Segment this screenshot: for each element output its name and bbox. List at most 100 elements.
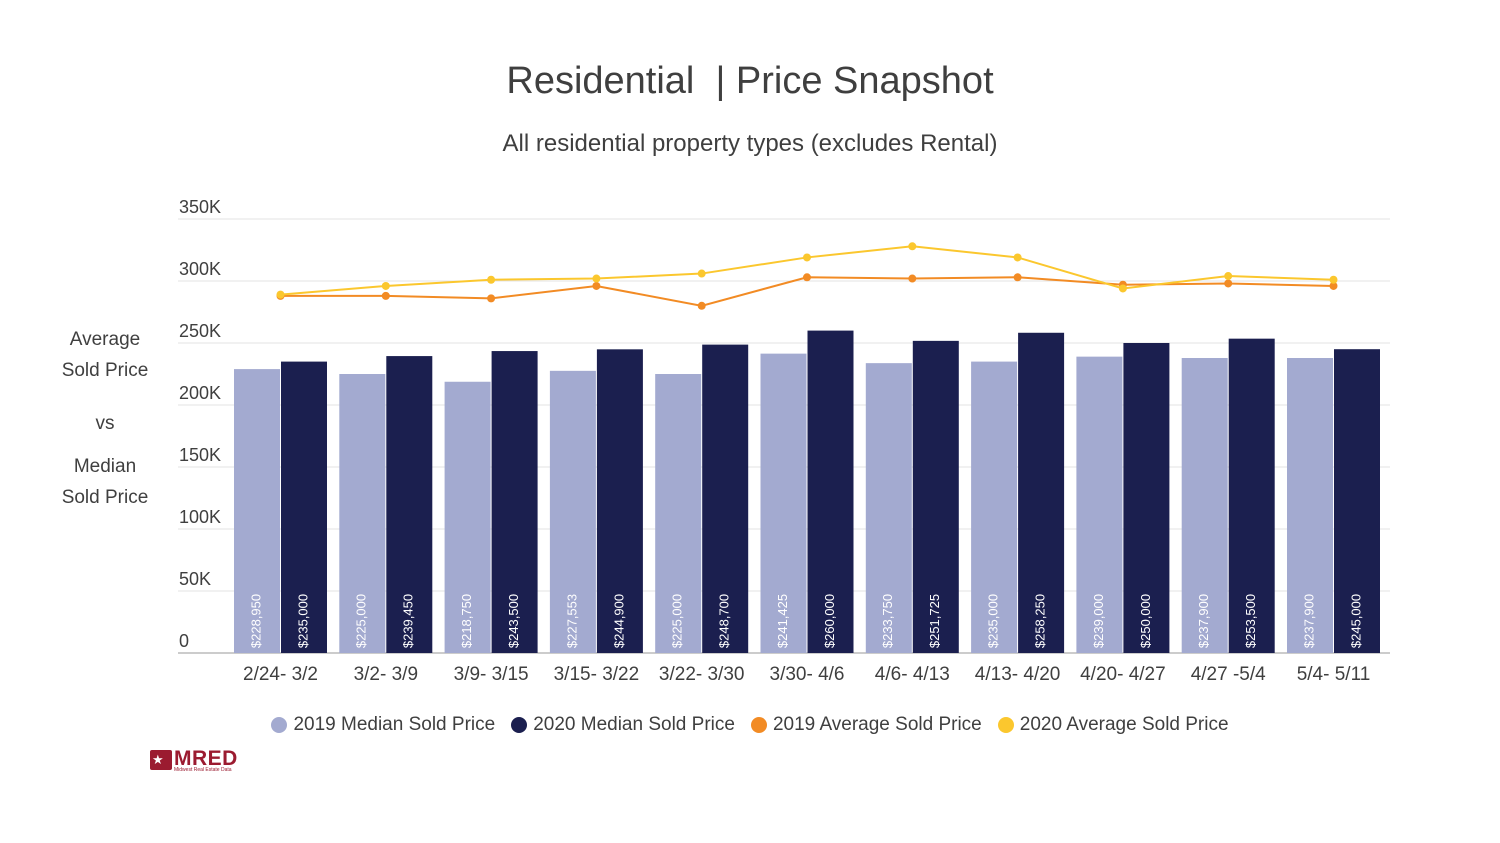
series-point <box>381 281 390 290</box>
bar <box>702 344 749 653</box>
legend-swatch <box>997 717 1014 733</box>
bar <box>1287 358 1333 653</box>
series-point <box>1118 284 1127 293</box>
bar <box>386 356 433 653</box>
chart-title: Residential | Price Snapshot <box>506 60 994 102</box>
series-point <box>592 274 601 283</box>
bar-data-label: $244,900 <box>611 594 626 648</box>
average-lines <box>276 242 1338 310</box>
x-tick-label: 4/6- 4/13 <box>875 664 950 685</box>
side-label-average: Average <box>69 329 141 350</box>
bar-data-label: $253,500 <box>1243 594 1258 648</box>
y-tick-label: 100K <box>179 507 221 527</box>
bar-data-label: $225,000 <box>354 594 369 648</box>
series-point <box>803 273 811 282</box>
bar-data-label: $218,750 <box>459 594 474 648</box>
series-point <box>487 294 496 303</box>
bar-data-label: $237,900 <box>1196 594 1211 648</box>
side-label-sold-price-1: Sold Price <box>61 360 149 381</box>
legend-swatch <box>511 717 528 733</box>
bar-data-label: $258,250 <box>1033 594 1048 648</box>
series-point <box>487 275 496 284</box>
logo-subtext: Midwest Real Estate Data <box>174 767 232 773</box>
bar-data-label: $233,750 <box>880 594 895 648</box>
bar <box>1228 338 1275 653</box>
legend-label: 2019 Median Sold Price <box>293 714 496 735</box>
bar-data-label: $250,000 <box>1138 594 1153 648</box>
bar <box>971 361 1018 653</box>
x-tick-label: 3/15- 3/22 <box>554 664 640 685</box>
mred-logo: ★ MRED Midwest Real Estate Data <box>150 747 250 774</box>
bar <box>1334 349 1380 653</box>
bar <box>807 330 854 653</box>
side-label-median: Median <box>73 456 137 477</box>
series-point <box>908 242 917 251</box>
bar <box>596 349 643 653</box>
y-tick-label: 150K <box>179 445 221 465</box>
series-point <box>1224 272 1233 281</box>
bar <box>1181 358 1228 653</box>
bar <box>760 353 807 653</box>
bar-data-label: $260,000 <box>822 594 837 648</box>
legend-label: 2019 Average Sold Price <box>772 714 982 735</box>
series-point <box>1329 281 1338 290</box>
series-point <box>1013 253 1022 262</box>
bar-data-label: $239,000 <box>1091 594 1106 648</box>
legend-item: 2019 Median Sold Price <box>271 714 495 736</box>
x-tick-label: 3/22- 3/30 <box>659 664 745 685</box>
x-tick-label: 4/20- 4/27 <box>1080 664 1166 685</box>
side-label-vs: vs <box>95 413 115 434</box>
bar <box>234 369 280 653</box>
series-point <box>803 253 811 262</box>
x-tick-label: 5/4- 5/11 <box>1297 664 1371 685</box>
bar-data-label: $237,900 <box>1301 594 1316 648</box>
legend: 2019 Median Sold Price 2020 Median Sold P… <box>0 714 1500 736</box>
logo-text: MRED <box>174 747 238 770</box>
mred-logo-mark: ★ <box>150 750 172 770</box>
series-point <box>697 269 706 278</box>
bar <box>1076 356 1123 653</box>
bar-data-label: $235,000 <box>986 594 1001 648</box>
series-point <box>1013 273 1022 282</box>
series-point <box>276 290 285 299</box>
y-tick-label: 300K <box>179 259 221 279</box>
series-point <box>381 291 390 300</box>
bar <box>1018 332 1065 653</box>
bar <box>281 361 327 653</box>
legend-label: 2020 Average Sold Price <box>1019 714 1229 735</box>
bar-data-label: $243,500 <box>506 594 521 648</box>
y-tick-label: 250K <box>179 321 221 341</box>
series-point <box>1329 275 1338 284</box>
bar <box>549 370 596 653</box>
bar <box>339 374 386 653</box>
series-point <box>697 301 706 310</box>
bar <box>655 374 702 653</box>
x-tick-label: 3/30- 4/6 <box>770 664 845 685</box>
bar <box>491 351 538 653</box>
legend-item: 2020 Average Sold Price <box>997 714 1229 736</box>
star-icon: ★ <box>152 752 164 767</box>
x-tick-label: 4/13- 4/20 <box>975 664 1061 685</box>
bar-data-label: $241,425 <box>775 594 790 648</box>
bar <box>444 381 491 653</box>
y-tick-label: 0 <box>179 631 189 651</box>
legend-swatch <box>271 717 288 733</box>
bar-data-label: $235,000 <box>295 594 310 648</box>
legend-swatch <box>750 717 767 733</box>
bar-data-label: $239,450 <box>401 594 416 648</box>
bar-data-label: $251,725 <box>927 594 942 648</box>
bar-data-label: $228,950 <box>248 594 263 648</box>
y-axis-ticks: 0 50K 100K 150K 200K 250K 300K 350K <box>179 197 221 651</box>
y-tick-label: 200K <box>179 383 221 403</box>
bars: $228,950 $235,000 $225,000 $239,450 $218,750… <box>234 330 1380 653</box>
x-tick-label: 4/27 -5/4 <box>1191 664 1266 685</box>
series-point <box>1224 279 1233 288</box>
legend-label: 2020 Median Sold Price <box>533 714 735 735</box>
bar <box>912 340 959 653</box>
series-point <box>908 274 917 283</box>
x-tick-label: 3/2- 3/9 <box>354 664 418 685</box>
legend-item: 2019 Average Sold Price <box>750 714 982 736</box>
side-label-sold-price-2: Sold Price <box>61 487 149 508</box>
chart-subtitle: All residential property types (excludes… <box>502 130 998 157</box>
